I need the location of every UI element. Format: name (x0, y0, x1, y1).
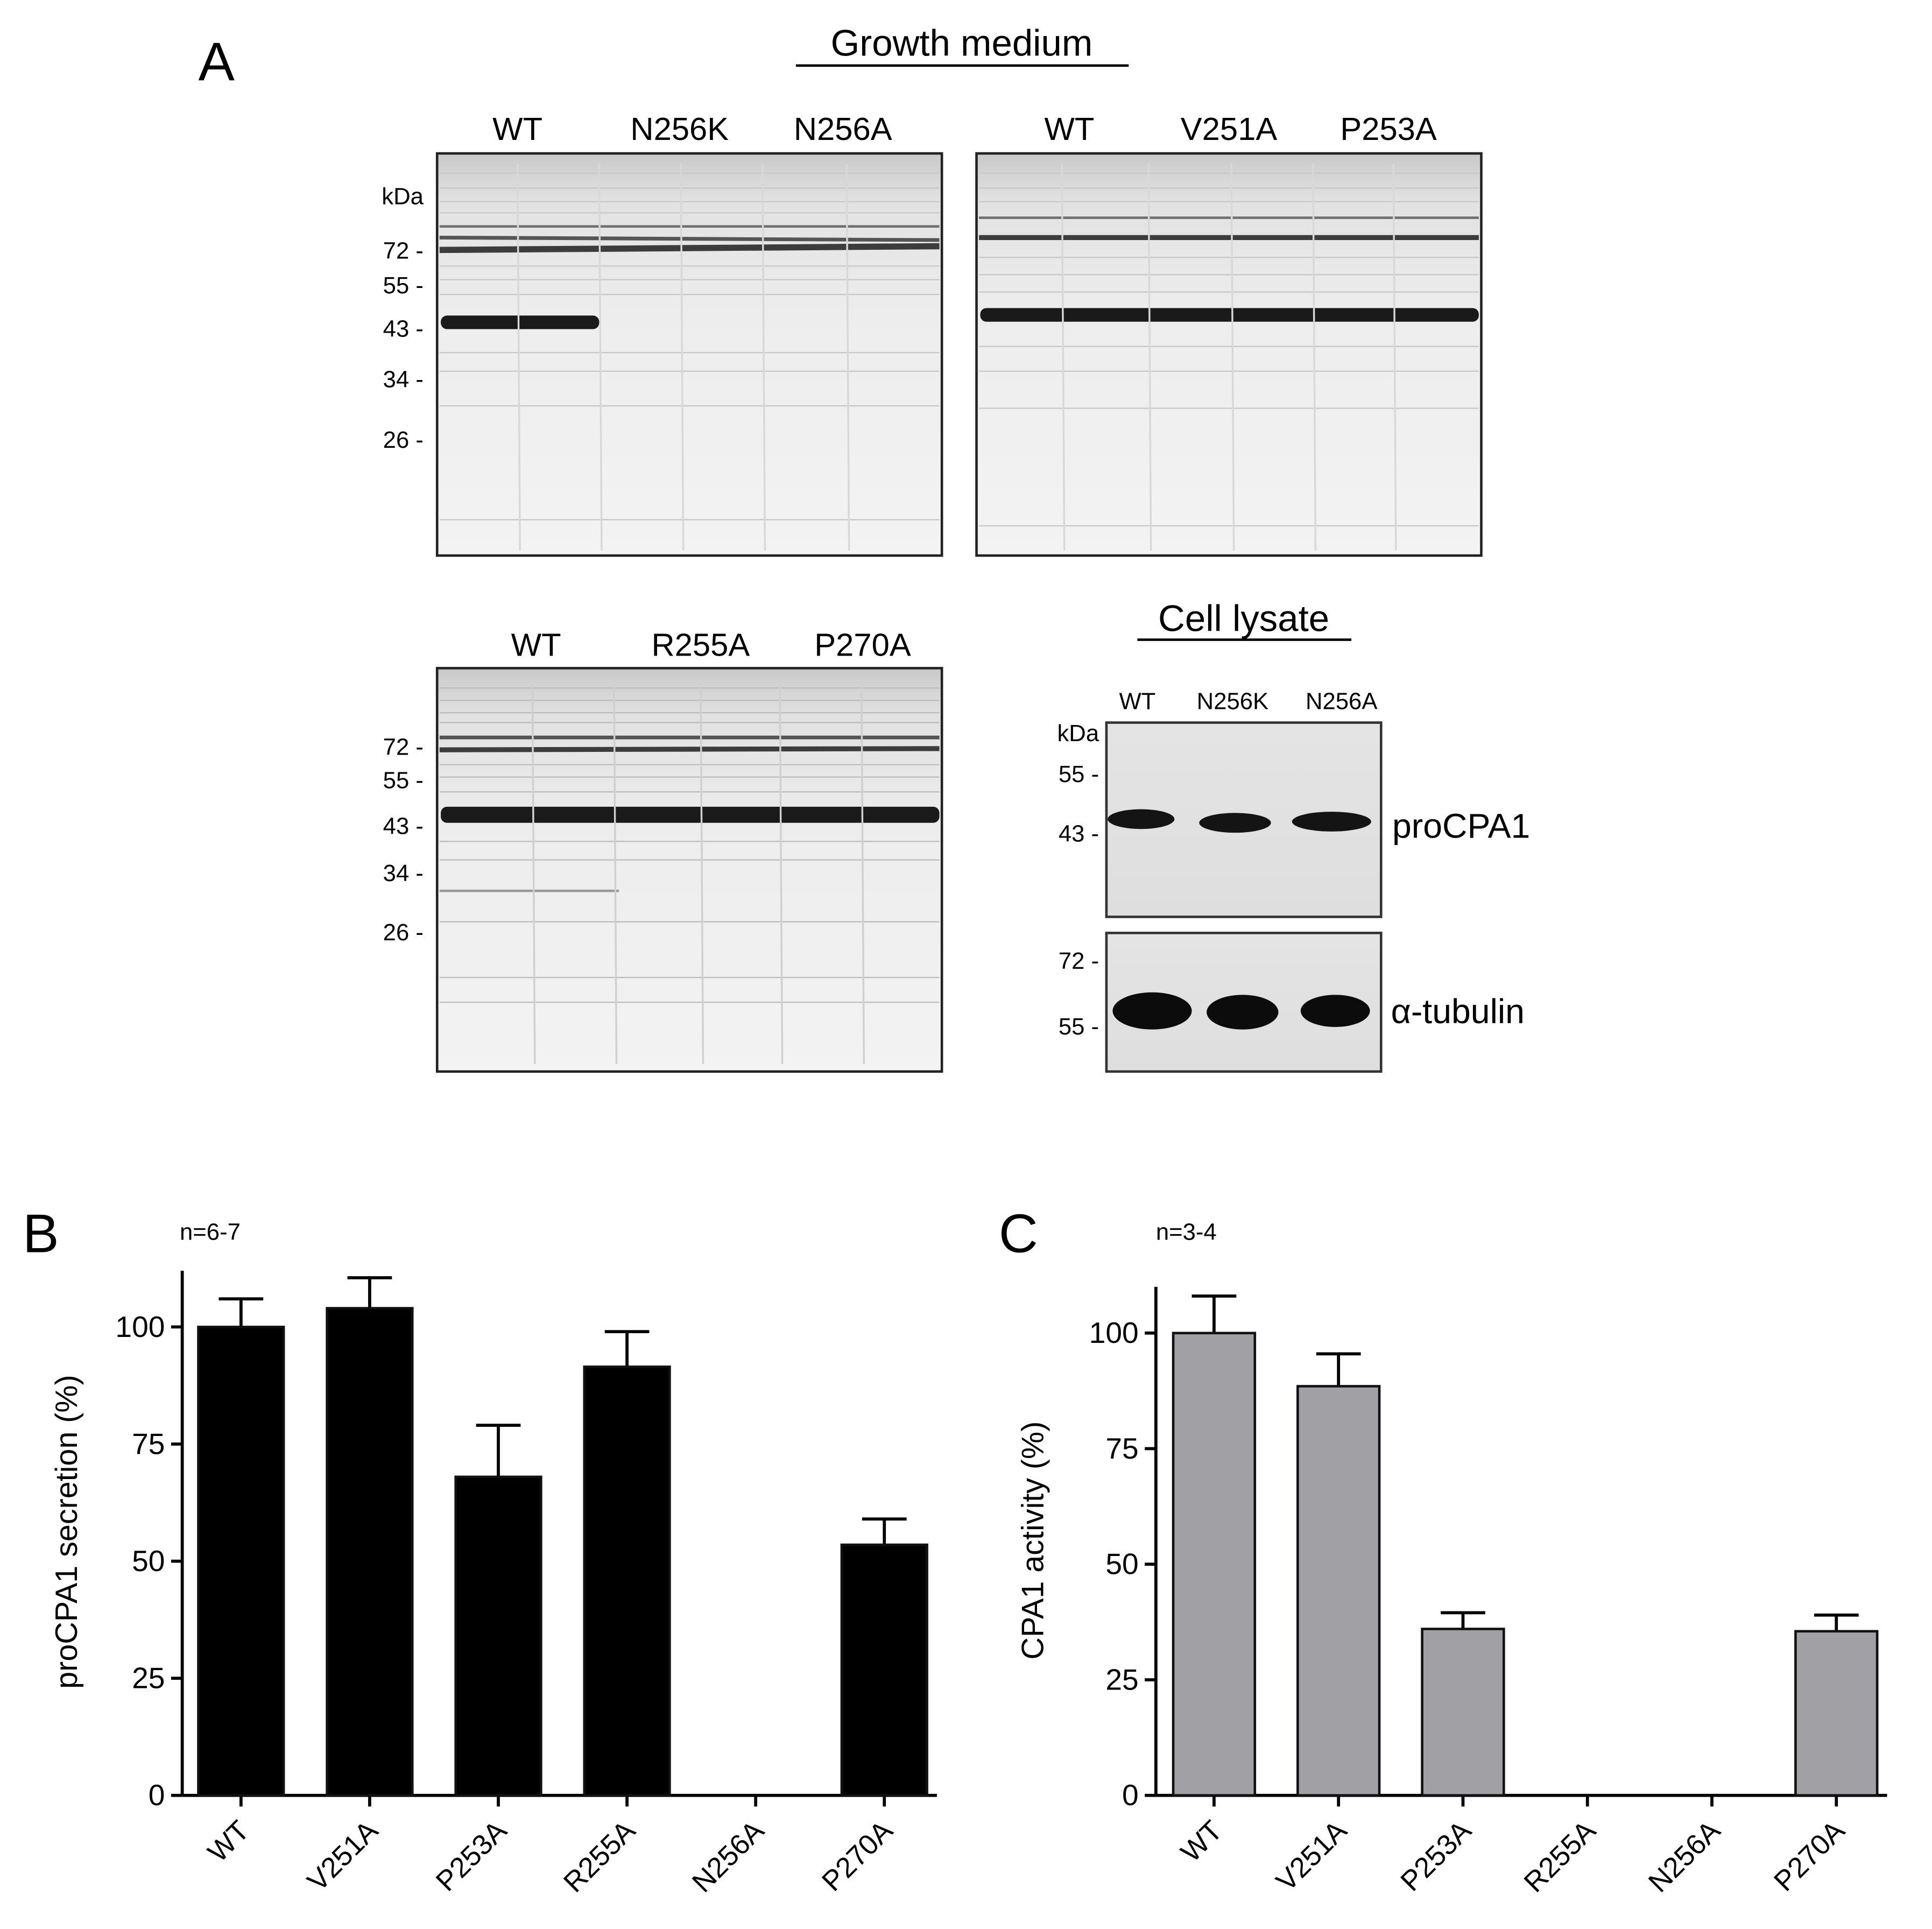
bar (583, 1365, 671, 1797)
alpha-tubulin-label: α-tubulin (1391, 992, 1525, 1031)
gel1-image (435, 152, 943, 557)
marker-label: 55 - (383, 767, 424, 793)
bar (1421, 1628, 1505, 1797)
procpa1-label: proCPA1 (1392, 806, 1530, 845)
marker-label: 34 - (383, 367, 424, 393)
marker-label: 26 - (383, 919, 424, 946)
bar (1172, 1332, 1257, 1797)
n-label: n=3-4 (1156, 1219, 1217, 1245)
bar (1296, 1385, 1381, 1797)
gel2-lane-label: P253A (1340, 111, 1437, 147)
gel1-lane-label: WT (492, 111, 542, 147)
bar (197, 1326, 285, 1797)
x-tick-label: P253A (430, 1814, 513, 1897)
y-axis-label: CPA1 activity (%) (1016, 1421, 1050, 1660)
gel3-image (435, 667, 943, 1073)
marker-label: 43 - (1059, 820, 1099, 847)
marker-label: 72 - (383, 734, 424, 760)
gel3-lane-label: WT (511, 626, 561, 663)
gel2-lane-label: WT (1044, 111, 1094, 147)
bar (840, 1543, 928, 1797)
panel-a-letter: A (199, 31, 235, 92)
marker-label: 72 - (383, 237, 424, 264)
x-tick-label: N256A (686, 1814, 771, 1899)
marker-label: 72 - (1059, 948, 1099, 974)
x-tick-label: WT (202, 1814, 256, 1868)
gel2-image (975, 152, 1483, 557)
x-tick-label: P270A (1768, 1814, 1851, 1897)
n-label: n=6-7 (180, 1219, 241, 1245)
marker-label: 34 - (383, 860, 424, 886)
marker-label: 55 - (383, 272, 424, 299)
gel-1: WT N256K N256A kDa 72 - 55 - 43 - 34 - 2… (382, 111, 943, 557)
chart-c: C n=3-4 CPA1 activity (%) 0 25 50 75 100 WT V2… (999, 1203, 1887, 1898)
y-tick-label: 100 (1089, 1316, 1139, 1349)
x-tick-label: R255A (558, 1814, 642, 1899)
x-tick-label: R255A (1518, 1814, 1603, 1899)
y-tick-label: 50 (1105, 1547, 1138, 1581)
marker-label: 55 - (1059, 1013, 1099, 1040)
x-tick-label: V251A (1270, 1814, 1353, 1897)
y-tick-label: 50 (132, 1544, 165, 1578)
x-tick-label: WT (1175, 1814, 1229, 1868)
y-tick-label: 75 (1105, 1432, 1138, 1465)
gel1-lane-label: N256K (630, 111, 729, 147)
marker-label: 43 - (383, 813, 424, 839)
y-tick-label: 0 (1122, 1778, 1139, 1812)
marker-label: 26 - (383, 427, 424, 453)
panel-c-letter: C (999, 1203, 1038, 1264)
kda-label: kDa (382, 183, 424, 209)
gel3-lane-label: R255A (652, 626, 750, 663)
panel-b-letter: B (23, 1203, 59, 1264)
x-tick-label: P253A (1394, 1814, 1477, 1897)
y-tick-label: 100 (115, 1310, 165, 1343)
bar (1794, 1630, 1879, 1797)
bar (326, 1307, 414, 1797)
x-tick-label: P270A (816, 1814, 899, 1897)
marker-label: 43 - (383, 315, 424, 342)
y-tick-label: 75 (132, 1427, 165, 1460)
western-blot: Cell lysate WT N256K N256A kDa 55 - 43 -… (1057, 597, 1530, 1073)
y-tick-label: 0 (149, 1778, 165, 1812)
growth-medium-title: Growth medium (831, 22, 1093, 64)
gel1-lane-label: N256A (794, 111, 892, 147)
x-tick-label: N256A (1642, 1814, 1727, 1899)
gel2-lane-label: V251A (1181, 111, 1278, 147)
chart-b: B n=6-7 proCPA1 secretion (%) 0 25 50 75 100… (23, 1203, 937, 1898)
blot-lane-label: WT (1119, 688, 1155, 714)
blot-lane-label: N256A (1306, 688, 1378, 714)
bar (454, 1475, 542, 1797)
gel-2: WT V251A P253A (975, 111, 1483, 557)
y-axis-label: proCPA1 secretion (%) (50, 1375, 84, 1688)
gel3-lane-label: P270A (814, 626, 911, 663)
blot-lane-label: N256K (1197, 688, 1268, 714)
x-tick-label: V251A (301, 1814, 384, 1897)
kda-label: kDa (1057, 720, 1099, 747)
marker-label: 55 - (1059, 761, 1099, 787)
y-tick-label: 25 (1105, 1663, 1138, 1696)
gel-3: WT R255A P270A 72 - 55 - 43 - 34 - 26 - (383, 626, 943, 1073)
cell-lysate-title: Cell lysate (1158, 597, 1329, 639)
y-tick-label: 25 (132, 1662, 165, 1695)
